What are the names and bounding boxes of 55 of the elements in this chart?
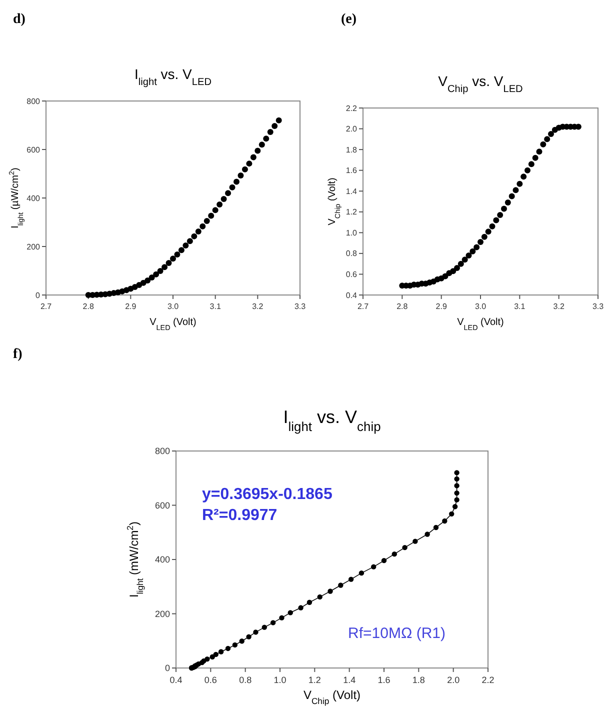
x-tick-label: 2.9 — [436, 302, 448, 311]
chart-title: V$_{Chip}$ vs. V$_{LED}$ — [438, 73, 523, 94]
y-tick-label: 1.4 — [346, 186, 358, 196]
y-tick-label: 1.8 — [346, 145, 358, 154]
y-tick-label: 2.2 — [346, 104, 358, 113]
text: d) — [13, 12, 26, 27]
y-tick-label: 200 — [154, 608, 170, 619]
chart-title: I$_{light}$ vs. V$_{LED}$ — [134, 66, 212, 88]
y-tick-label: 800 — [26, 96, 41, 106]
x-tick-label: 2.0 — [447, 675, 460, 685]
x-tick-label: 3.2 — [553, 302, 565, 311]
x-tick-label: 2.7 — [357, 302, 370, 311]
y-tick-label: 600 — [26, 145, 41, 154]
y-tick-label: 400 — [26, 194, 41, 203]
y-tick-label: 0.4 — [346, 290, 358, 300]
y-tick-label: 0 — [36, 290, 41, 300]
x-tick-label: 1.6 — [378, 675, 390, 685]
x-axis-title: V$_{LED}$ (Volt) — [457, 317, 504, 332]
x-tick-label: 3.0 — [167, 302, 180, 311]
text: f) — [13, 347, 23, 362]
y-tick-label: 400 — [154, 554, 170, 565]
x-axis-title: V$_{LED}$ (Volt) — [150, 317, 196, 332]
x-tick-label: 3.1 — [514, 302, 526, 311]
y-tick-label: 800 — [154, 446, 170, 456]
annotation: y=0.3695x-0.1865 — [202, 486, 332, 503]
x-tick-label: 3.1 — [210, 302, 222, 311]
y-tick-label: 200 — [26, 242, 41, 252]
x-tick-label: 2.8 — [82, 302, 94, 311]
x-tick-label: 0.4 — [170, 675, 182, 685]
x-tick-label: 3.2 — [252, 302, 264, 311]
x-tick-label: 1.8 — [412, 675, 425, 685]
y-tick-label: 2.0 — [346, 124, 358, 134]
y-tick-label: 1.2 — [346, 208, 358, 217]
y-tick-label: 600 — [154, 500, 170, 510]
y-tick-label: 1.6 — [346, 166, 358, 176]
x-tick-label: 1.2 — [308, 675, 321, 685]
x-tick-label: 2.9 — [125, 302, 137, 311]
y-tick-label: 0.6 — [346, 270, 358, 280]
x-tick-label: 2.8 — [396, 302, 408, 311]
chart-title: I$_{light}$ vs. V$_{chip}$ — [283, 407, 381, 434]
x-tick-label: 2.2 — [482, 675, 494, 685]
annotation: R²=0.9977 — [202, 507, 278, 524]
y-tick-label: 0 — [164, 663, 170, 674]
annotation: Rf=10MΩ (R1) — [348, 625, 446, 642]
x-axis-title: V$_{Chip}$ (Volt) — [303, 688, 361, 706]
x-tick-label: 3.3 — [592, 302, 604, 311]
text: (e) — [341, 12, 357, 27]
x-tick-label: 1.0 — [274, 675, 286, 685]
x-tick-label: 3.3 — [294, 302, 306, 311]
x-tick-label: 3.0 — [474, 302, 487, 311]
y-tick-label: 0.8 — [346, 249, 358, 258]
x-tick-label: 0.6 — [204, 675, 217, 685]
y-tick-label: 1.0 — [346, 228, 358, 238]
x-tick-label: 2.7 — [40, 302, 52, 311]
x-tick-label: 0.8 — [239, 675, 252, 685]
